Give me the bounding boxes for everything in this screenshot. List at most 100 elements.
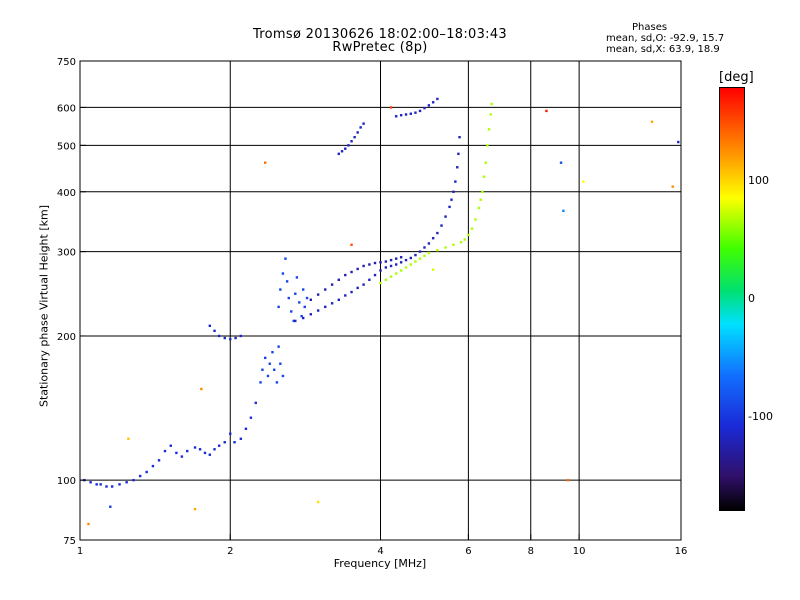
chart-title: Tromsø 20130626 18:02:00–18:03:43 — [252, 27, 508, 42]
data-point — [203, 451, 207, 455]
data-point — [368, 278, 371, 281]
data-point — [389, 106, 393, 109]
data-point — [324, 305, 327, 309]
data-point — [394, 115, 398, 118]
data-point — [350, 270, 353, 274]
tick-layer: 1 2 4 6 8 10 16 75 100 200 300 400 500 600 750 — [57, 57, 687, 557]
data-point — [239, 437, 243, 440]
data-point — [389, 264, 393, 268]
data-point — [359, 126, 362, 129]
data-point — [169, 444, 172, 447]
data-point — [423, 254, 426, 258]
data-point — [457, 152, 460, 156]
data-point — [316, 309, 320, 312]
y-tick-label: 600 — [57, 103, 76, 114]
colorbar-tick-minus-100: -100 — [748, 409, 773, 423]
data-point — [298, 301, 301, 304]
data-point — [316, 500, 320, 504]
data-points-layer — [83, 97, 680, 526]
x-tick-label: 2 — [227, 546, 233, 557]
data-point — [379, 261, 382, 264]
data-point — [650, 120, 654, 123]
phases-legend-o-line: mean, sd,O: -92.9, 15.7 — [606, 33, 725, 44]
data-point — [356, 131, 359, 134]
data-point — [404, 266, 408, 269]
data-point — [431, 236, 435, 240]
data-point — [151, 464, 155, 468]
data-point — [118, 483, 121, 486]
data-point — [163, 449, 167, 453]
data-point — [566, 478, 570, 482]
data-point — [436, 231, 439, 235]
data-point — [277, 345, 280, 348]
x-tick-label: 6 — [465, 546, 471, 557]
data-point — [234, 336, 237, 340]
data-point — [99, 483, 102, 486]
data-point — [217, 444, 221, 447]
data-point — [436, 249, 439, 252]
data-point — [414, 253, 417, 257]
x-tick-label: 4 — [377, 546, 383, 557]
data-point — [463, 238, 466, 241]
data-point — [279, 288, 282, 291]
data-point — [474, 218, 477, 221]
data-point — [259, 381, 262, 384]
data-point — [344, 147, 347, 150]
data-point — [458, 135, 461, 139]
data-point — [427, 242, 431, 245]
data-point — [379, 269, 382, 272]
y-tick-label: 500 — [57, 141, 76, 152]
data-point — [281, 374, 285, 378]
data-point — [95, 483, 98, 486]
data-point — [399, 269, 403, 272]
data-point — [444, 246, 447, 249]
data-point — [562, 209, 565, 213]
data-point — [489, 113, 492, 116]
data-point — [418, 250, 422, 253]
data-point — [362, 283, 365, 286]
data-point — [110, 485, 114, 488]
data-point — [450, 198, 453, 201]
x-tick-label: 10 — [573, 546, 586, 557]
data-point — [671, 185, 674, 188]
data-point — [479, 198, 482, 201]
data-point — [271, 350, 274, 354]
data-point — [273, 368, 276, 371]
chart-subtitle: RwPretec (8p) — [332, 40, 428, 55]
data-point — [362, 122, 365, 125]
data-point — [490, 102, 493, 106]
data-point — [477, 206, 481, 210]
colorbar-label: [deg] — [719, 70, 754, 85]
data-point — [409, 112, 412, 115]
data-point — [208, 324, 212, 328]
data-point — [127, 437, 130, 440]
data-point — [677, 140, 680, 144]
data-point — [427, 251, 431, 255]
data-point — [440, 224, 443, 227]
data-point — [347, 144, 350, 147]
data-point — [292, 319, 295, 323]
data-point — [275, 381, 279, 384]
data-point — [344, 273, 347, 277]
data-point — [414, 260, 417, 263]
y-tick-label: 400 — [57, 188, 76, 199]
data-point — [399, 261, 403, 264]
data-point — [295, 276, 299, 279]
x-axis-label: Frequency [MHz] — [333, 557, 427, 570]
data-point — [373, 261, 377, 265]
data-point — [431, 101, 435, 104]
data-point — [305, 296, 309, 300]
data-point — [193, 446, 197, 449]
data-point — [470, 227, 474, 230]
data-point — [175, 451, 178, 455]
data-point — [217, 334, 221, 338]
data-point — [254, 401, 257, 405]
y-tick-label: 100 — [57, 476, 76, 487]
colorbar-tick-100: 100 — [748, 174, 769, 188]
data-point — [125, 481, 128, 484]
data-point — [294, 319, 297, 323]
phase-colorbar — [719, 87, 745, 511]
data-point — [459, 240, 463, 244]
data-point — [213, 448, 216, 451]
data-point — [200, 387, 203, 391]
